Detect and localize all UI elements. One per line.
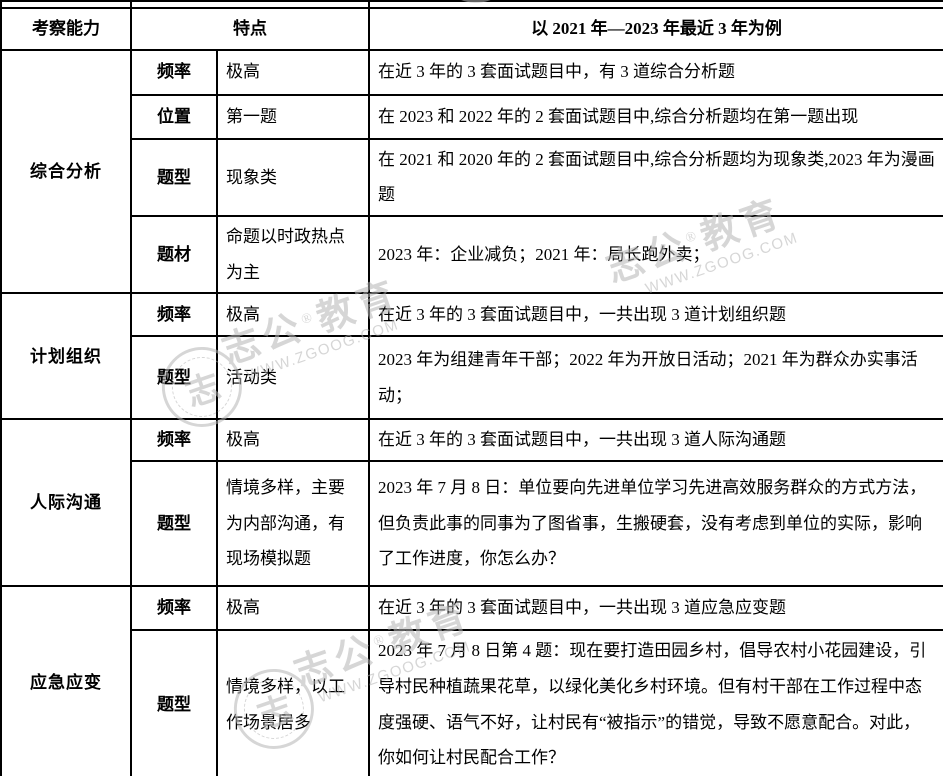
header-example: 以 2021 年—2023 年最近 3 年为例 [368, 7, 943, 51]
cutoff-cell [130, 0, 370, 9]
feature-cell: 命题以时政热点为主 [216, 215, 370, 295]
example-cell: 2023 年：企业减负；2021 年：局长跑外卖； [368, 215, 943, 295]
example-cell: 在近 3 年的 3 套面试题目中，一共出现 3 道应急应变题 [368, 585, 943, 632]
header-feature: 特点 [130, 7, 370, 51]
label-cell: 题型 [130, 137, 218, 218]
label-cell: 频率 [130, 48, 218, 96]
table-row: 题型 情境多样，主要为内部沟通，有现场模拟题 2023 年 7 月 8 日：单位… [1, 460, 943, 588]
table-row: 题型 现象类 在 2021 和 2020 年的 2 套面试题目中,综合分析题均为… [1, 137, 943, 218]
feature-cell: 极高 [216, 585, 370, 632]
label-cell: 题材 [130, 215, 218, 295]
header-row: 考察能力 特点 以 2021 年—2023 年最近 3 年为例 [0, 7, 943, 51]
example-cell: 在近 3 年的 3 套面试题目中，一共出现 3 道人际沟通题 [368, 418, 943, 463]
ability-cell: 人际沟通 [0, 418, 132, 588]
label-cell: 频率 [130, 585, 218, 632]
table-row: 位置 第一题 在 2023 和 2022 年的 2 套面试题目中,综合分析题均在… [1, 93, 943, 140]
feature-cell: 极高 [216, 418, 370, 463]
feature-cell: 极高 [216, 48, 370, 96]
label-cell: 频率 [130, 418, 218, 463]
cutoff-cell [368, 0, 943, 9]
example-cell: 在 2023 和 2022 年的 2 套面试题目中,综合分析题均在第一题出现 [368, 93, 943, 140]
feature-cell: 第一题 [216, 93, 370, 140]
label-cell: 题型 [130, 460, 218, 588]
cutoff-cell [0, 0, 132, 9]
label-cell: 位置 [130, 93, 218, 140]
table-row: 综合分析 频率 极高 在近 3 年的 3 套面试题目中，有 3 道综合分析题 [0, 48, 943, 295]
feature-cell: 情境多样，以工作场景居多 [216, 629, 370, 776]
ability-cell: 综合分析 [0, 48, 132, 295]
cutoff-row-top [0, 0, 943, 9]
feature-cell: 现象类 [216, 137, 370, 218]
table-row: 计划组织 频率 极高 在近 3 年的 3 套面试题目中，一共出现 3 道计划组织… [0, 292, 943, 421]
label-cell: 频率 [130, 292, 218, 338]
header-ability: 考察能力 [0, 7, 132, 51]
table-row: 应急应变 频率 极高 在近 3 年的 3 套面试题目中，一共出现 3 道应急应变… [0, 585, 943, 776]
example-cell: 在近 3 年的 3 套面试题目中，有 3 道综合分析题 [368, 48, 943, 96]
example-cell: 2023 年为组建青年干部；2022 年为开放日活动；2021 年为群众办实事活… [368, 335, 943, 421]
label-cell: 题型 [130, 335, 218, 421]
ability-cell: 计划组织 [0, 292, 132, 421]
table-row: 人际沟通 频率 极高 在近 3 年的 3 套面试题目中，一共出现 3 道人际沟通… [0, 418, 943, 588]
feature-cell: 活动类 [216, 335, 370, 421]
example-cell: 在 2021 和 2020 年的 2 套面试题目中,综合分析题均为现象类,202… [368, 137, 943, 218]
table-row: 题型 情境多样，以工作场景居多 2023 年 7 月 8 日第 4 题：现在要打… [1, 629, 943, 776]
example-cell: 在近 3 年的 3 套面试题目中，一共出现 3 道计划组织题 [368, 292, 943, 338]
label-cell: 题型 [130, 629, 218, 776]
example-cell: 2023 年 7 月 8 日第 4 题：现在要打造田园乡村，倡导农村小花园建设，… [368, 629, 943, 776]
feature-cell: 极高 [216, 292, 370, 338]
table-row: 题材 命题以时政热点为主 2023 年：企业减负；2021 年：局长跑外卖； [1, 215, 943, 295]
ability-cell: 应急应变 [0, 585, 132, 776]
example-cell: 2023 年 7 月 8 日：单位要向先进单位学习先进高效服务群众的方式方法，但… [368, 460, 943, 588]
feature-cell: 情境多样，主要为内部沟通，有现场模拟题 [216, 460, 370, 588]
table-row: 题型 活动类 2023 年为组建青年干部；2022 年为开放日活动；2021 年… [1, 335, 943, 421]
